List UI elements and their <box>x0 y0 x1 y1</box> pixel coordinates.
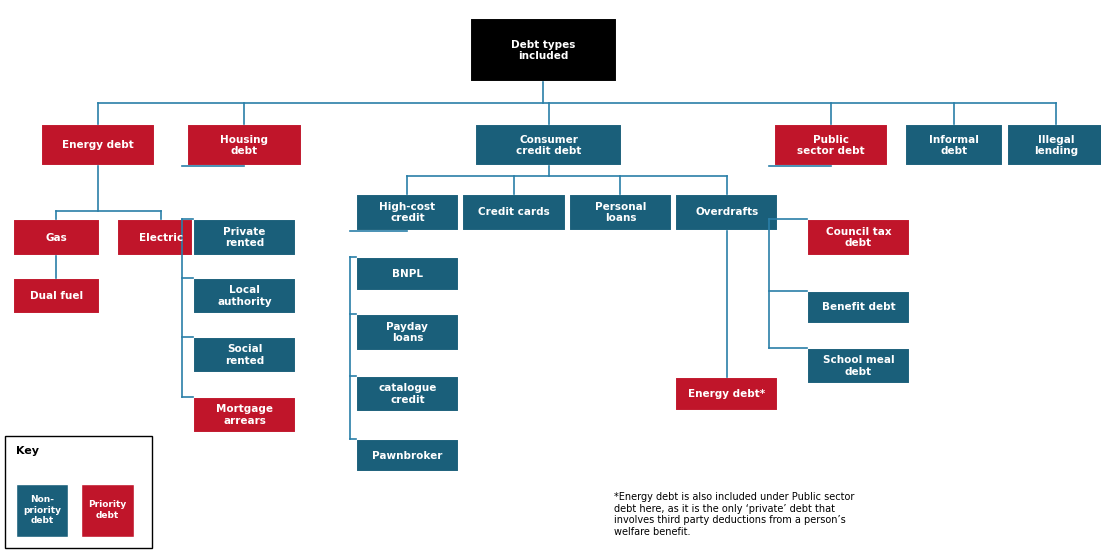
FancyBboxPatch shape <box>569 194 672 230</box>
Text: Private
rented: Private rented <box>224 227 265 248</box>
Text: Illegal
lending: Illegal lending <box>1034 135 1078 156</box>
Text: Pawnbroker: Pawnbroker <box>372 451 443 461</box>
Text: Electric: Electric <box>139 233 183 243</box>
Text: Priority
debt: Priority debt <box>88 500 127 520</box>
FancyBboxPatch shape <box>356 376 459 413</box>
FancyBboxPatch shape <box>356 439 459 472</box>
Text: Public
sector debt: Public sector debt <box>797 135 865 156</box>
FancyBboxPatch shape <box>356 257 459 291</box>
FancyBboxPatch shape <box>81 484 133 537</box>
Text: Energy debt*: Energy debt* <box>688 389 765 399</box>
FancyBboxPatch shape <box>675 377 778 411</box>
Text: *Energy debt is also included under Public sector
debt here, as it is the only ‘: *Energy debt is also included under Publ… <box>614 492 854 537</box>
Text: Housing
debt: Housing debt <box>220 135 269 156</box>
FancyBboxPatch shape <box>193 337 296 373</box>
FancyBboxPatch shape <box>118 220 205 256</box>
FancyBboxPatch shape <box>356 194 459 230</box>
Text: Benefit debt: Benefit debt <box>821 302 895 312</box>
FancyBboxPatch shape <box>13 220 100 256</box>
FancyBboxPatch shape <box>905 125 1003 167</box>
FancyBboxPatch shape <box>193 220 296 256</box>
Text: Debt types
included: Debt types included <box>511 40 576 61</box>
FancyBboxPatch shape <box>807 291 909 324</box>
Text: Energy debt: Energy debt <box>62 140 133 150</box>
FancyBboxPatch shape <box>476 125 622 167</box>
FancyBboxPatch shape <box>41 125 155 167</box>
Text: School meal
debt: School meal debt <box>822 356 894 377</box>
FancyBboxPatch shape <box>470 18 617 82</box>
Text: Payday
loans: Payday loans <box>386 322 428 343</box>
FancyBboxPatch shape <box>807 220 909 256</box>
FancyBboxPatch shape <box>13 278 100 314</box>
Text: Local
authority: Local authority <box>217 286 272 307</box>
Text: catalogue
credit: catalogue credit <box>379 383 437 405</box>
Text: Gas: Gas <box>45 233 67 243</box>
FancyBboxPatch shape <box>675 194 778 230</box>
FancyBboxPatch shape <box>193 397 296 433</box>
Text: Credit cards: Credit cards <box>478 207 549 217</box>
Text: Dual fuel: Dual fuel <box>30 291 83 301</box>
FancyBboxPatch shape <box>6 436 152 548</box>
FancyBboxPatch shape <box>462 194 566 230</box>
Text: Personal
loans: Personal loans <box>595 202 646 223</box>
FancyBboxPatch shape <box>356 314 459 351</box>
Text: Social
rented: Social rented <box>225 344 264 366</box>
Text: Informal
debt: Informal debt <box>929 135 979 156</box>
Text: Mortgage
arrears: Mortgage arrears <box>216 404 273 425</box>
FancyBboxPatch shape <box>187 125 302 167</box>
FancyBboxPatch shape <box>193 278 296 314</box>
FancyBboxPatch shape <box>1007 125 1101 167</box>
FancyBboxPatch shape <box>807 348 909 385</box>
Text: BNPL: BNPL <box>392 269 423 279</box>
FancyBboxPatch shape <box>17 484 68 537</box>
Text: Non-
priority
debt: Non- priority debt <box>23 495 62 525</box>
Text: Consumer
credit debt: Consumer credit debt <box>516 135 581 156</box>
Text: Council tax
debt: Council tax debt <box>826 227 891 248</box>
Text: High-cost
credit: High-cost credit <box>380 202 436 223</box>
Text: Overdrafts: Overdrafts <box>695 207 759 217</box>
Text: Key: Key <box>17 446 40 456</box>
FancyBboxPatch shape <box>774 125 889 167</box>
